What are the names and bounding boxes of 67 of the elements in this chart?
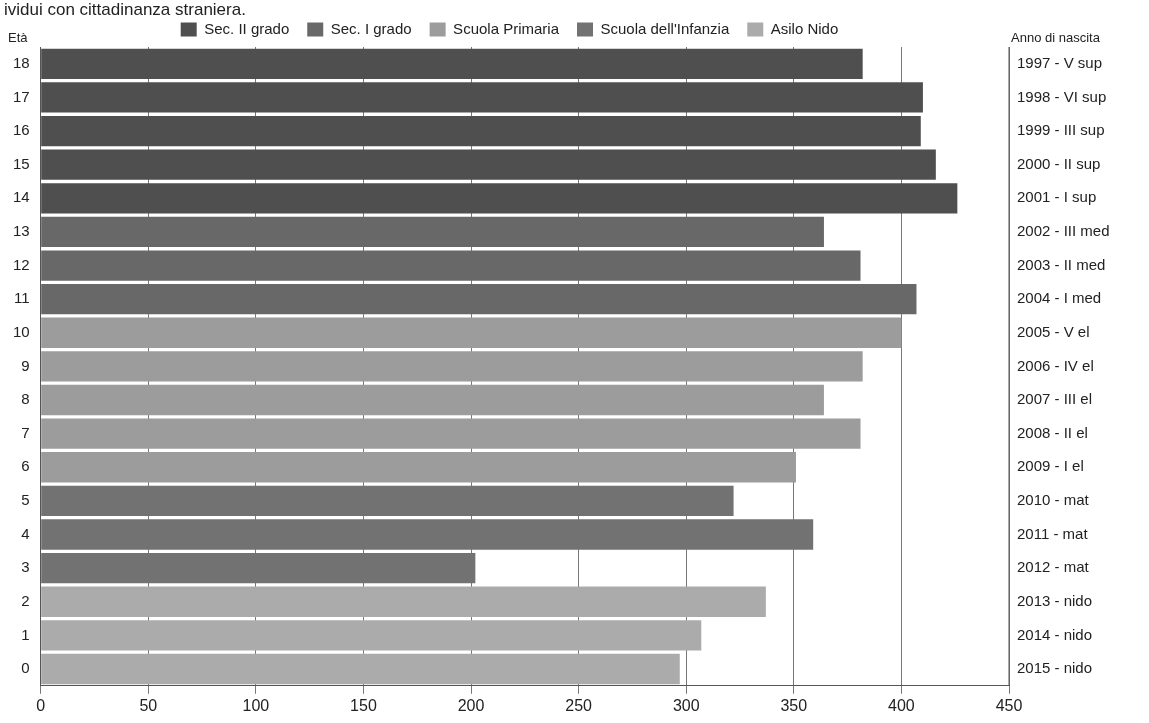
y-tick-label: 8 [21,390,30,408]
text: 2002 - III med [1017,222,1110,240]
text: 2006 - IV el [1017,356,1094,374]
x-tick-label: 150 [350,696,377,714]
y-axis-title: Età [8,30,29,46]
bar [41,653,680,685]
x-tick-label: 200 [457,696,485,714]
text: 2009 - I el [1017,457,1084,475]
y-tick-label: 0 [21,659,30,677]
bar [41,384,824,416]
legend-label: Asilo Nido [770,19,839,37]
bar [41,418,861,449]
y-tick-label: 11 [14,289,30,307]
y-tick-label: 4 [21,524,30,542]
text: 2014 - nido [1017,625,1093,643]
y2-axis-title: Anno di nascita [1011,30,1101,46]
text: 2013 - nido [1017,591,1093,609]
y-tick-label: 6 [21,457,30,475]
bar [41,586,766,617]
bar [41,317,902,348]
bar [41,216,824,248]
text: 2004 - I med [1017,289,1102,307]
text: 2012 - mat [1017,558,1090,576]
bar [41,351,863,382]
text: 2010 - mat [1017,491,1090,509]
x-tick-label: 250 [565,696,593,714]
y-tick-label: 3 [21,558,30,576]
text: 2000 - II sup [1017,154,1101,172]
y-tick-label: 2 [21,591,30,609]
x-tick-label: 100 [242,696,270,714]
y-tick-label: 10 [13,322,30,340]
y-tick-label: 1 [21,625,30,643]
y-tick-label: 14 [13,188,30,206]
bar [41,284,917,315]
x-tick-label: 450 [995,696,1023,714]
chart-title: ividui con cittadinanza straniera. [4,0,246,20]
text: 2001 - I sup [1017,188,1097,206]
x-tick-label: 300 [672,696,700,714]
y-tick-label: 18 [13,53,30,71]
x-tick-label: 50 [139,696,158,714]
text: 1998 - VI sup [1017,87,1107,105]
bar [41,620,702,651]
legend-label: Scuola dell'Infanzia [600,19,730,37]
y-tick-label: 17 [13,87,30,105]
x-tick-label: 350 [780,696,808,714]
y-tick-label: 9 [21,356,30,374]
text: 2008 - II el [1017,423,1088,441]
text: 2015 - nido [1017,659,1093,677]
y-tick-label: 13 [13,222,30,240]
x-tick-label: 400 [888,696,915,714]
y-tick-label: 5 [21,491,30,509]
text: 2003 - II med [1017,255,1106,273]
text: 1997 - V sup [1017,53,1103,71]
text: 2005 - V el [1017,322,1090,340]
legend-label: Scuola Primaria [453,19,560,37]
legend-label: Sec. II grado [204,19,290,37]
y-tick-label: 15 [13,154,30,172]
bar [41,250,861,281]
text: 1999 - III sup [1017,121,1105,139]
bar [41,452,796,483]
y-tick-label: 12 [13,255,30,273]
y-tick-label: 16 [13,121,30,139]
text: 2007 - III el [1017,390,1093,408]
x-tick-label: 0 [36,696,46,714]
y-tick-label: 7 [21,423,30,441]
text: 2011 - mat [1017,524,1089,542]
legend-label: Sec. I grado [330,19,412,37]
